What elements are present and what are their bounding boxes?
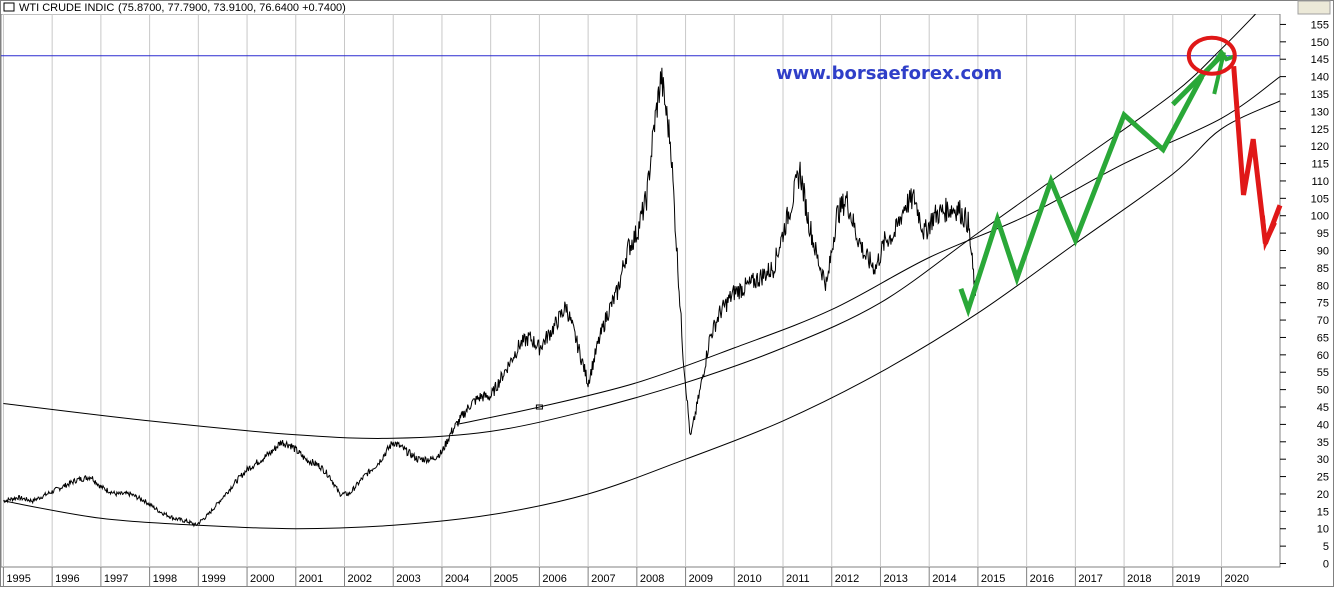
x-tick-label: 2017 [1078,573,1102,585]
y-tick-label: 40 [1317,419,1329,431]
y-tick-label: 75 [1317,298,1329,310]
x-tick-label: 2014 [932,573,956,585]
y-tick-label: 35 [1317,437,1329,449]
y-tick-label: 100 [1311,211,1329,223]
x-tick-label: 2002 [348,573,372,585]
watermark: www.borsaeforex.com [776,63,1002,84]
y-tick-label: 145 [1311,54,1329,66]
y-tick-label: 120 [1311,141,1329,153]
y-tick-label: 20 [1317,489,1329,501]
y-tick-label: 85 [1317,263,1329,275]
y-tick-label: 45 [1317,402,1329,414]
y-tick-label: 60 [1317,350,1329,362]
x-tick-label: 2020 [1225,573,1249,585]
x-tick-label: 2013 [883,573,907,585]
forecast-up-arrow-head [1200,48,1237,78]
y-tick-label: 155 [1311,19,1329,31]
chart-title: WTI CRUDE INDIC [19,2,114,14]
y-tick-label: 0 [1323,559,1329,571]
y-tick-label: 125 [1311,124,1329,136]
y-tick-label: 10 [1317,524,1329,536]
ohlc-readout: (75.8700, 77.7900, 73.9100, 76.6400 +0.7… [118,2,346,14]
x-tick-label: 2018 [1127,573,1151,585]
y-tick-label: 30 [1317,454,1329,466]
x-tick-label: 2001 [299,573,323,585]
price-series [3,67,976,528]
axes: 1995 1996 1997 1998 1999 2000 2001 2002 2003 2004… [2,19,1329,587]
x-tick-label: 2006 [542,573,566,585]
y-tick-label: 55 [1317,367,1329,379]
x-tick-label: 1996 [55,573,79,585]
x-tick-label: 1997 [104,573,128,585]
window-controls [1297,0,1331,15]
series-box-icon [3,2,15,12]
x-tick-label: 2003 [396,573,420,585]
title-bar-bg [1,1,1296,14]
y-tick-label: 25 [1317,472,1329,484]
x-tick-label: 2012 [835,573,859,585]
y-tick-label: 150 [1311,37,1329,49]
y-tick-label: 15 [1317,506,1329,518]
x-tick-label: 2000 [250,573,274,585]
x-tick-label: 2019 [1176,573,1200,585]
channel-outer-upper-arc [3,14,1256,439]
y-tick-label: 90 [1317,246,1329,258]
x-tick-label: 2011 [786,573,810,585]
x-tick-label: 1998 [153,573,177,585]
y-tick-label: 115 [1311,159,1329,171]
y-tick-label: 5 [1323,541,1329,553]
channel-lower-arc [3,100,1280,530]
x-tick-label: 2007 [591,573,615,585]
forecast-down-arrow-head [1260,215,1277,252]
price-line [3,67,976,528]
x-tick-label: 2009 [689,573,713,585]
y-tick-label: 135 [1311,89,1329,101]
peak-target-circle [1186,35,1237,76]
x-tick-label: 2015 [981,573,1005,585]
y-tick-label: 95 [1317,228,1329,240]
x-tick-label: 2005 [494,573,518,585]
title-bar: WTI CRUDE INDIC (75.8700, 77.7900, 73.91… [1,0,1331,15]
y-tick-label: 80 [1317,280,1329,292]
x-tick-label: 1999 [201,573,225,585]
y-tick-label: 105 [1311,193,1329,205]
x-tick-label: 2016 [1030,573,1054,585]
x-tick-label: 2004 [445,573,469,585]
x-axis-panel [0,567,1334,587]
y-tick-label: 110 [1311,176,1329,188]
y-tick-label: 140 [1311,72,1329,84]
y-tick-label: 70 [1317,315,1329,327]
forecast-up-zigzag [958,75,1205,318]
y-axis-panel [1281,14,1333,567]
y-tick-label: 130 [1311,106,1329,118]
y-tick-label: 50 [1317,385,1329,397]
x-tick-label: 2008 [640,573,664,585]
arc-marker [535,404,543,410]
x-tick-label: 1995 [6,573,30,585]
forecast-arrows [958,35,1283,318]
y-tick-label: 65 [1317,332,1329,344]
x-tick-label: 2010 [737,573,761,585]
